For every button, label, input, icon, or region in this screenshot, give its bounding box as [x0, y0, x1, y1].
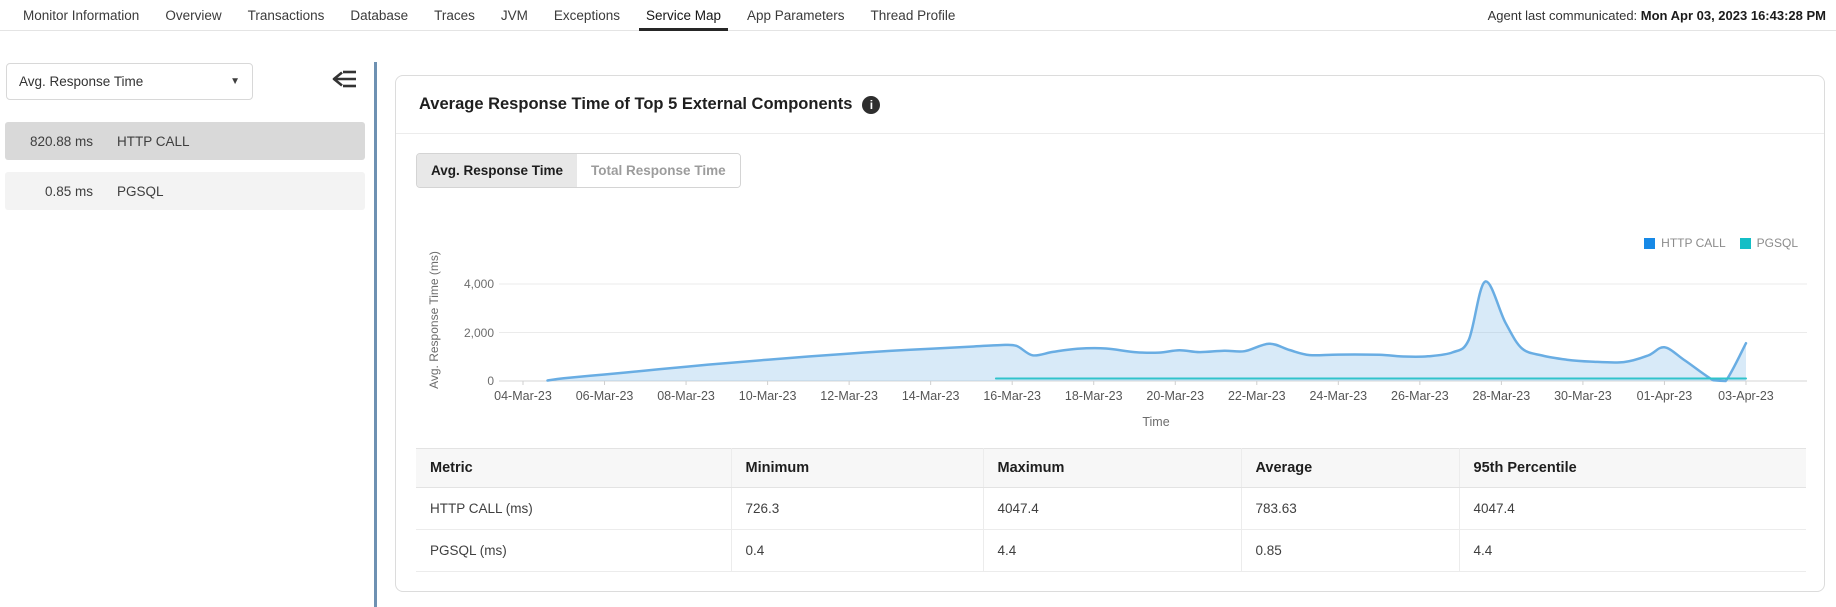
- x-axis-title: Time: [1142, 415, 1170, 429]
- x-tick-label: 22-Mar-23: [1227, 389, 1286, 403]
- table-cell: PGSQL (ms): [416, 529, 732, 572]
- tab-avg-response-time[interactable]: Avg. Response Time: [417, 154, 578, 187]
- agent-label: Agent last communicated:: [1487, 7, 1641, 23]
- tab-total-response-time[interactable]: Total Response Time: [577, 154, 740, 187]
- nav-tab-service-map[interactable]: Service Map: [633, 0, 734, 31]
- sidebar-item-http-call[interactable]: 820.88 ms HTTP CALL: [5, 122, 365, 160]
- table-cell: HTTP CALL (ms): [416, 487, 732, 530]
- y-tick-label: 2,000: [463, 325, 494, 340]
- x-tick-label: 24-Mar-23: [1309, 389, 1368, 403]
- legend-label: PGSQL: [1756, 236, 1798, 250]
- table-cell: 783.63: [1241, 487, 1460, 530]
- x-tick-label: 10-Mar-23: [738, 389, 797, 403]
- stats-table-header-row: Metric Minimum Maximum Average 95th Percenti…: [416, 448, 1806, 488]
- x-tick-label: 14-Mar-23: [901, 389, 960, 403]
- stats-header-minimum: Minimum: [731, 448, 984, 488]
- nav-tab-overview[interactable]: Overview: [165, 7, 222, 23]
- component-label: HTTP CALL: [117, 133, 190, 149]
- metric-dropdown[interactable]: Avg. Response Time ▼: [6, 63, 253, 100]
- stats-header-metric: Metric: [416, 448, 732, 488]
- table-cell: 0.85: [1241, 529, 1460, 572]
- component-value: 820.88 ms: [29, 133, 93, 149]
- agent-last-communicated: Agent last communicated: Mon Apr 03, 202…: [1488, 8, 1826, 23]
- y-tick-label: 0: [487, 374, 494, 388]
- y-tick-label: 4,000: [463, 277, 494, 291]
- panel-divider: [374, 62, 377, 607]
- agent-timestamp: Mon Apr 03, 2023 16:43:28 PM: [1640, 7, 1826, 23]
- nav-tab-monitor-information[interactable]: Monitor Information: [23, 7, 140, 23]
- nav-tab-app-parameters[interactable]: App Parameters: [747, 7, 845, 23]
- x-tick-label: 26-Mar-23: [1391, 389, 1449, 403]
- x-tick-label: 16-Mar-23: [983, 389, 1042, 403]
- chart-area: HTTP CALL PGSQL Avg. Response Time (ms) 0…: [416, 196, 1826, 436]
- x-tick-label: 28-Mar-23: [1472, 389, 1531, 403]
- x-tick-label: 01-Apr-23: [1636, 389, 1693, 403]
- table-cell: 4.4: [983, 529, 1242, 572]
- panel-title: Average Response Time of Top 5 External …: [419, 95, 853, 113]
- legend-swatch: [1644, 237, 1656, 249]
- component-value: 0.85 ms: [44, 183, 93, 199]
- x-tick-label: 03-Apr-23: [1718, 389, 1774, 403]
- x-tick-label: 08-Mar-23: [657, 389, 715, 403]
- table-cell: 726.3: [731, 487, 984, 530]
- stats-table: Metric Minimum Maximum Average 95th Percenti…: [416, 448, 1806, 572]
- stats-header-average: Average: [1241, 448, 1460, 488]
- stats-header-95th-percentile: 95th Percentile: [1459, 448, 1806, 488]
- x-tick-label: 04-Mar-23: [494, 389, 552, 403]
- collapse-sidebar-icon[interactable]: [328, 64, 360, 96]
- component-label: PGSQL: [117, 183, 164, 199]
- chart-panel: Average Response Time of Top 5 External …: [395, 75, 1825, 592]
- info-icon[interactable]: i: [862, 95, 881, 114]
- nav-tab-database[interactable]: Database: [350, 7, 409, 23]
- table-cell: 0.4: [731, 529, 984, 572]
- series-area-http-call: [547, 281, 1746, 381]
- top-nav: Monitor Information Overview Transactions D…: [0, 0, 1836, 31]
- chevron-down-icon: ▼: [230, 76, 240, 87]
- response-time-toggle: Avg. Response Time Total Response Time: [416, 153, 741, 188]
- chart-canvas[interactable]: [416, 196, 1826, 436]
- x-tick-label: 06-Mar-23: [575, 389, 634, 403]
- nav-tabs: Monitor Information Overview Transactions D…: [10, 0, 968, 31]
- table-row: PGSQL (ms) 0.4 4.4 0.85 4.4: [416, 529, 1806, 572]
- table-cell: 4047.4: [983, 487, 1242, 530]
- nav-tab-thread-profile[interactable]: Thread Profile: [870, 7, 956, 23]
- legend-label: HTTP CALL: [1661, 236, 1726, 250]
- nav-tab-transactions[interactable]: Transactions: [247, 7, 325, 23]
- nav-tab-traces[interactable]: Traces: [434, 7, 475, 23]
- legend-swatch: [1739, 237, 1751, 249]
- stats-header-maximum: Maximum: [983, 448, 1242, 488]
- metric-dropdown-value: Avg. Response Time: [19, 74, 144, 89]
- chart-legend: HTTP CALL PGSQL: [1644, 236, 1798, 250]
- collapse-left-arrow-icon: [332, 70, 356, 88]
- x-tick-label: 20-Mar-23: [1146, 389, 1205, 403]
- sidebar-item-pgsql[interactable]: 0.85 ms PGSQL: [5, 172, 365, 210]
- x-tick-label: 12-Mar-23: [820, 389, 878, 403]
- legend-item-http-call[interactable]: HTTP CALL: [1644, 236, 1726, 250]
- x-tick-label: 18-Mar-23: [1064, 389, 1123, 403]
- panel-header: Average Response Time of Top 5 External …: [396, 76, 1824, 134]
- nav-tab-jvm[interactable]: JVM: [500, 7, 528, 23]
- table-cell: 4047.4: [1459, 487, 1806, 530]
- table-row: HTTP CALL (ms) 726.3 4047.4 783.63 4047.4: [416, 487, 1806, 530]
- sidebar: Avg. Response Time ▼ 820.88 ms HTTP CALL 0…: [0, 31, 374, 607]
- x-tick-label: 30-Mar-23: [1554, 389, 1612, 403]
- table-cell: 4.4: [1459, 529, 1806, 572]
- series-line-http-call: [546, 280, 1748, 383]
- legend-item-pgsql[interactable]: PGSQL: [1739, 236, 1798, 250]
- nav-tab-exceptions[interactable]: Exceptions: [553, 7, 620, 23]
